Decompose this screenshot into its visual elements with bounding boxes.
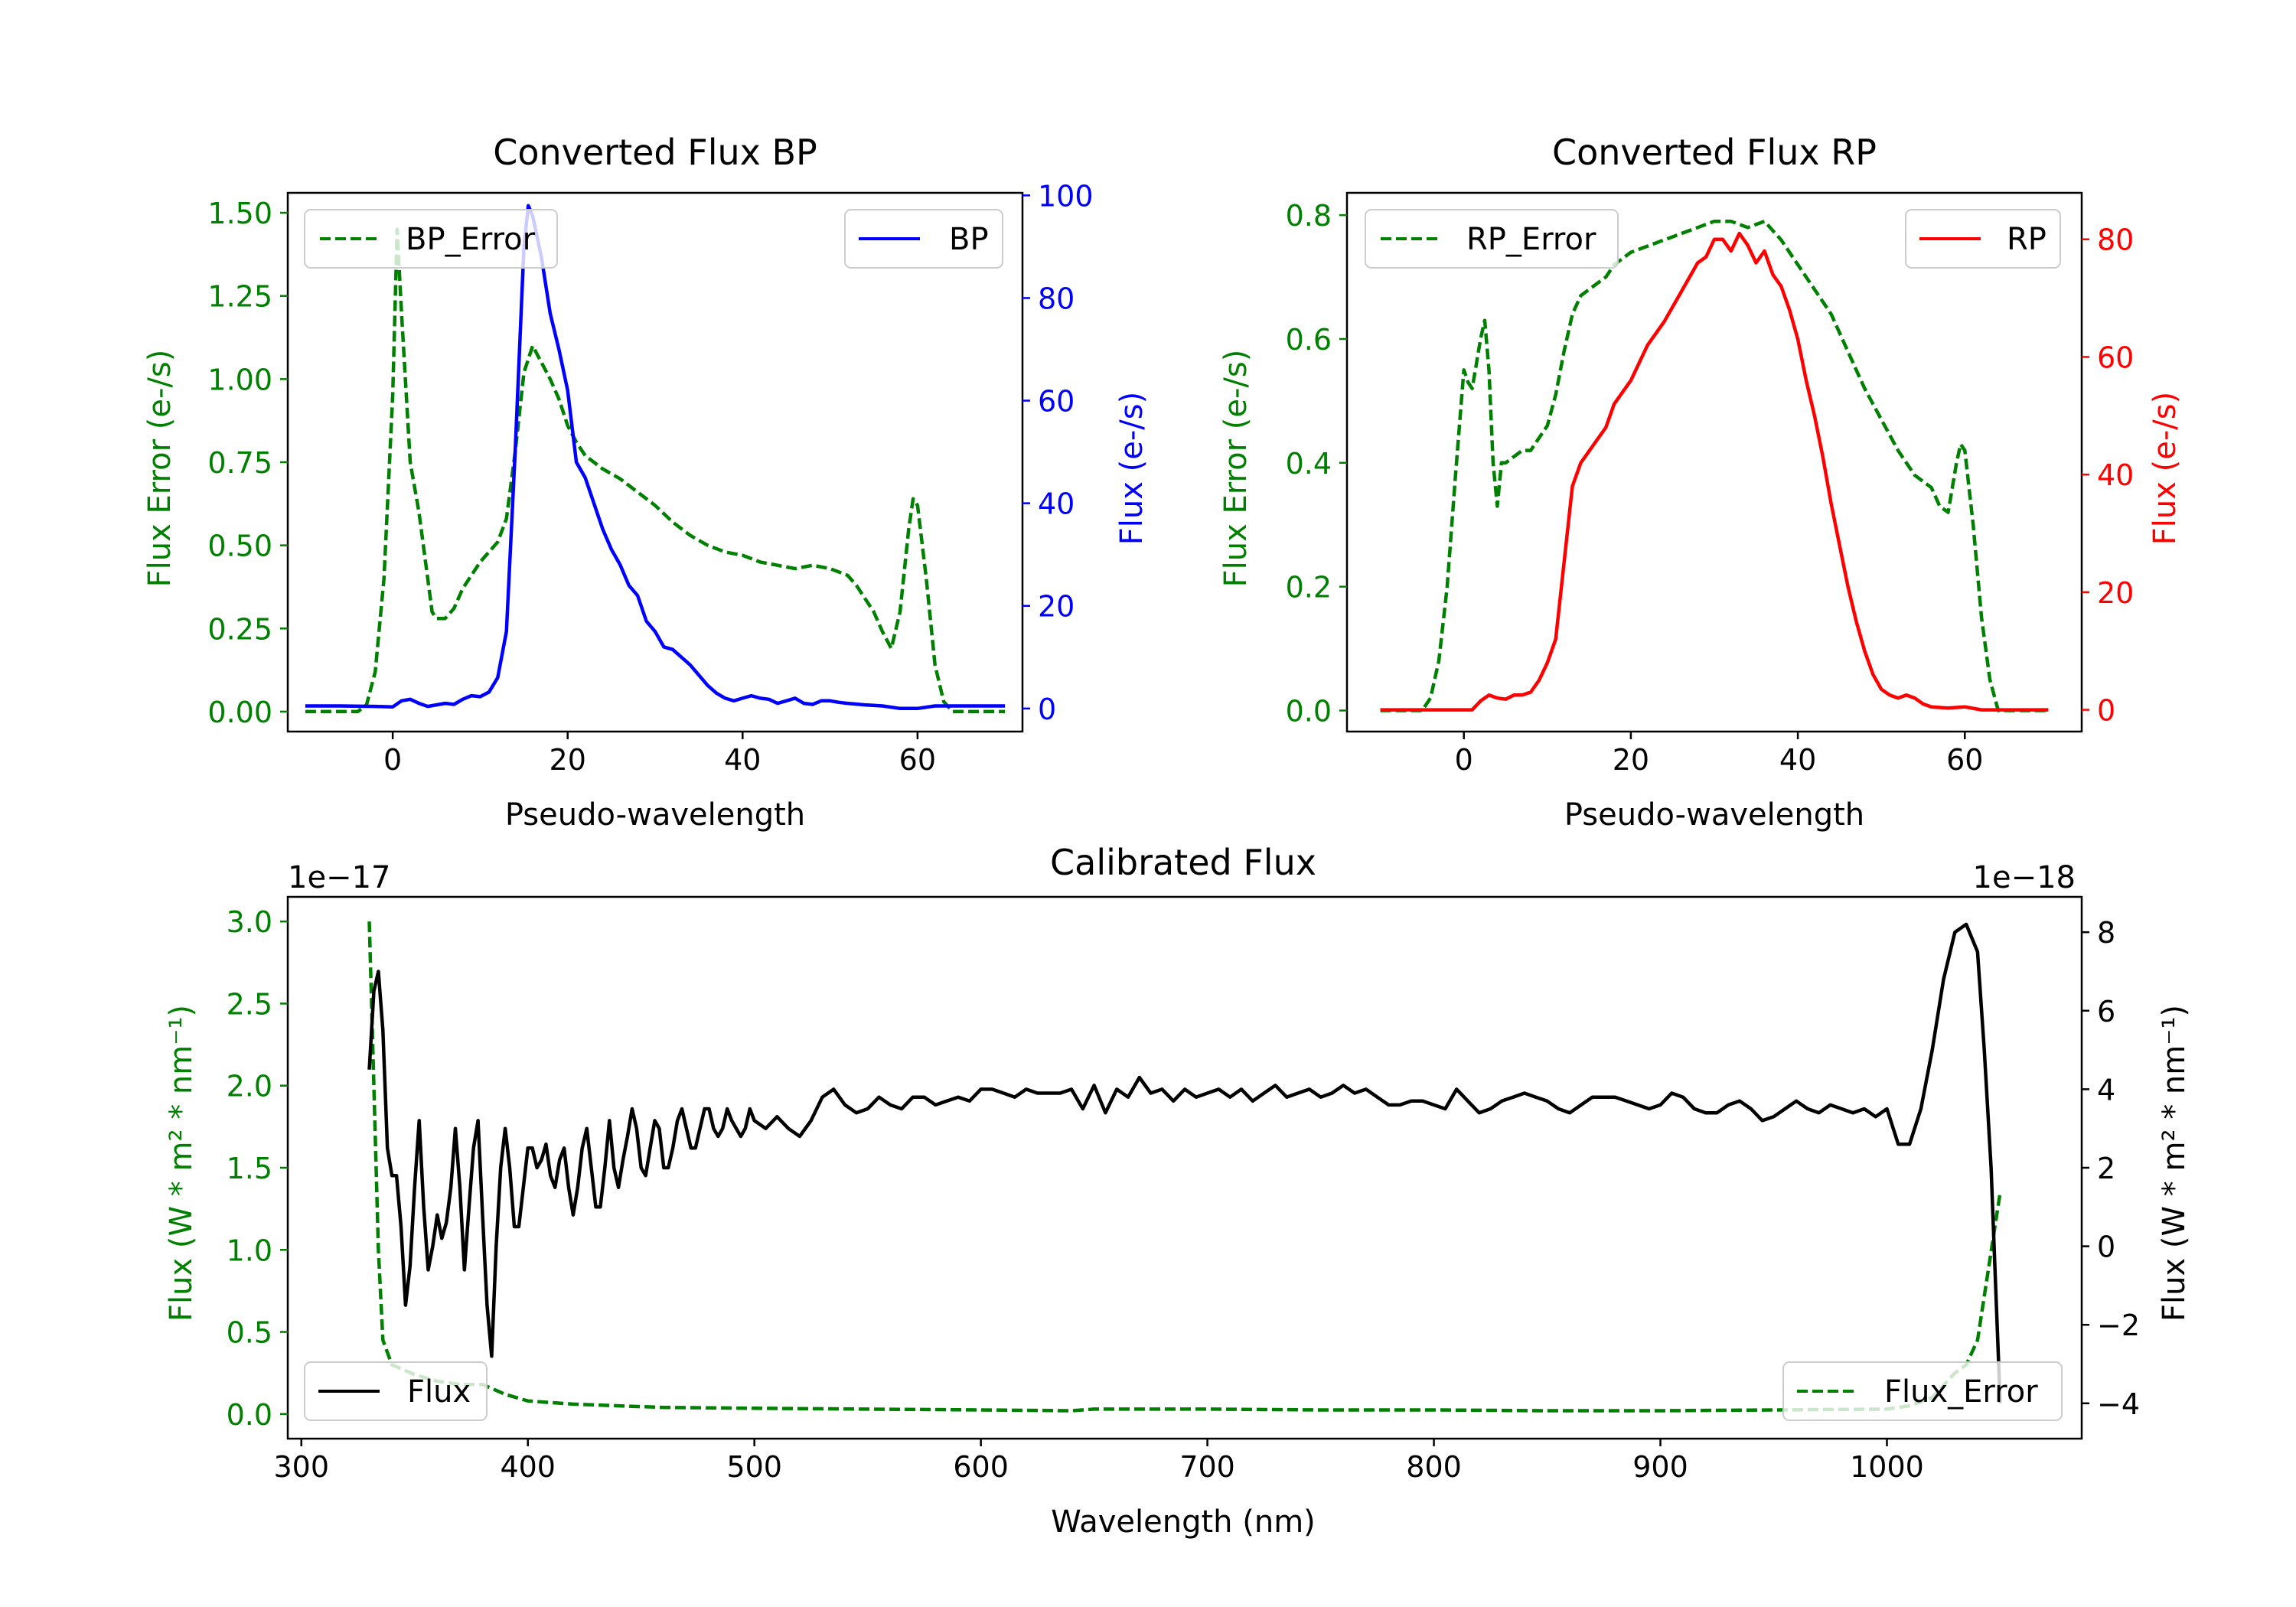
rp-legend-left-label: RP_Error [1466, 222, 1596, 257]
cal-xtick-label: 600 [953, 1450, 1009, 1484]
cal-ytick-right-label: 6 [2097, 995, 2115, 1028]
cal-ytick-left-label: 1.5 [227, 1152, 272, 1185]
rp-xtick-label: 20 [1613, 743, 1649, 777]
cal-ytick-right-label: −4 [2097, 1387, 2140, 1421]
cal-xtick-label: 300 [273, 1450, 329, 1484]
cal-ytick-right-label: 8 [2097, 916, 2115, 950]
rp-xtick-label: 40 [1779, 743, 1816, 777]
bp-ytick-left-label: 1.50 [207, 197, 272, 230]
rp-xtick-label: 0 [1455, 743, 1473, 777]
rp-legend-right: RP [1905, 209, 2061, 269]
rp-ytick-right-label: 0 [2097, 694, 2115, 728]
rp-ytick-right-label: 60 [2097, 341, 2134, 374]
bp-ytick-left-label: 0.25 [207, 612, 272, 646]
rp-ytick-left-label: 0.0 [1286, 694, 1332, 728]
bp-series-bp-error [305, 227, 1006, 714]
rp-ytick-right-label: 40 [2097, 458, 2134, 492]
rp-series-rp [1380, 231, 2049, 712]
rp-xlabel: Pseudo-wavelength [1564, 797, 1864, 833]
cal-xtick-label: 800 [1406, 1450, 1462, 1484]
bp-xtick-label: 20 [550, 743, 586, 777]
cal-legend-left-label: Flux [407, 1374, 471, 1410]
rp-ytick-left-label: 0.4 [1286, 447, 1332, 481]
bp-legend-right: BP [844, 209, 1003, 269]
cal-legend-left: Flux [304, 1361, 488, 1421]
bp-ytick-left-label: 0.00 [207, 696, 272, 729]
panel-calibrated: Calibrated Flux 1e−17 1e−18 300 400 500 600… [164, 842, 2192, 1540]
bp-ytick-right-label: 40 [1038, 487, 1075, 521]
bp-ylabel-left: Flux Error (e-/s) [142, 350, 178, 588]
rp-title: Converted Flux RP [1552, 132, 1877, 173]
cal-offset-left: 1e−17 [288, 860, 390, 895]
panel-rp: Converted Flux RP 0 20 40 60 0.0 0.2 0.4 0.6 0.8… [1218, 132, 2183, 833]
cal-ylabel-right: Flux (W * m² * nm⁻¹) [2157, 1005, 2192, 1322]
cal-series-flux [367, 922, 2002, 1403]
cal-ytick-left-label: 2.5 [227, 987, 272, 1021]
bp-legend-left-label: BP_Error [406, 222, 536, 257]
bp-ylabel-right: Flux (e-/s) [1114, 392, 1150, 545]
bp-xlabel: Pseudo-wavelength [505, 797, 805, 833]
rp-legend-right-label: RP [2007, 222, 2047, 257]
rp-ytick-left-label: 0.8 [1286, 199, 1332, 233]
cal-xtick-label: 400 [500, 1450, 556, 1484]
cal-ytick-left-label: 3.0 [227, 905, 272, 939]
bp-xtick-label: 60 [899, 743, 936, 777]
rp-xtick-label: 60 [1946, 743, 1983, 777]
rp-series-rp-error [1380, 219, 2049, 712]
cal-legend-right: Flux_Error [1782, 1361, 2063, 1421]
bp-ytick-right-label: 0 [1038, 693, 1056, 726]
cal-xtick-label: 700 [1179, 1450, 1235, 1484]
bp-ytick-left-label: 1.25 [207, 280, 272, 314]
bp-xtick-label: 40 [724, 743, 761, 777]
cal-xlabel: Wavelength (nm) [1051, 1504, 1316, 1540]
cal-ytick-left-label: 0.0 [227, 1398, 272, 1432]
cal-ytick-left-label: 0.5 [227, 1316, 272, 1350]
bp-ytick-left-label: 0.50 [207, 530, 272, 563]
bp-ytick-right-label: 60 [1038, 385, 1075, 419]
rp-ylabel-right: Flux (e-/s) [2148, 392, 2183, 545]
cal-ytick-right-label: −2 [2097, 1309, 2140, 1342]
bp-ytick-left-label: 1.00 [207, 363, 272, 396]
cal-ytick-right-label: 2 [2097, 1152, 2115, 1185]
bp-legend-right-label: BP [949, 222, 989, 257]
cal-ytick-right-label: 4 [2097, 1073, 2115, 1107]
bp-legend-left: BP_Error [304, 209, 558, 269]
bp-series-bp [305, 204, 1006, 711]
cal-ytick-right-label: 0 [2097, 1231, 2115, 1264]
bp-ytick-left-label: 0.75 [207, 446, 272, 480]
cal-xtick-label: 900 [1632, 1450, 1688, 1484]
rp-legend-left: RP_Error [1365, 209, 1619, 269]
rp-ylabel-left: Flux Error (e-/s) [1218, 350, 1254, 588]
bp-ytick-right-label: 100 [1038, 179, 1094, 213]
bp-xtick-label: 0 [383, 743, 402, 777]
cal-ytick-left-label: 1.0 [227, 1234, 272, 1267]
bp-ytick-right-label: 80 [1038, 282, 1075, 315]
rp-ytick-left-label: 0.2 [1286, 571, 1332, 605]
bp-title: Converted Flux BP [493, 132, 817, 173]
rp-ytick-right-label: 80 [2097, 223, 2134, 257]
cal-ylabel-left: Flux (W * m² * nm⁻¹) [164, 1005, 199, 1322]
panel-bp: Converted Flux BP 0 20 40 60 0.00 0.25 0.50 0.7… [142, 132, 1150, 833]
cal-xtick-label: 1000 [1850, 1450, 1924, 1484]
cal-legend-right-label: Flux_Error [1884, 1374, 2038, 1410]
bp-ytick-right-label: 20 [1038, 590, 1075, 624]
cal-offset-right: 1e−18 [1973, 860, 2076, 895]
rp-ytick-right-label: 20 [2097, 576, 2134, 610]
cal-ytick-left-label: 2.0 [227, 1070, 272, 1103]
cal-title: Calibrated Flux [1050, 842, 1316, 883]
rp-ytick-left-label: 0.6 [1286, 323, 1332, 357]
cal-xtick-label: 500 [726, 1450, 782, 1484]
